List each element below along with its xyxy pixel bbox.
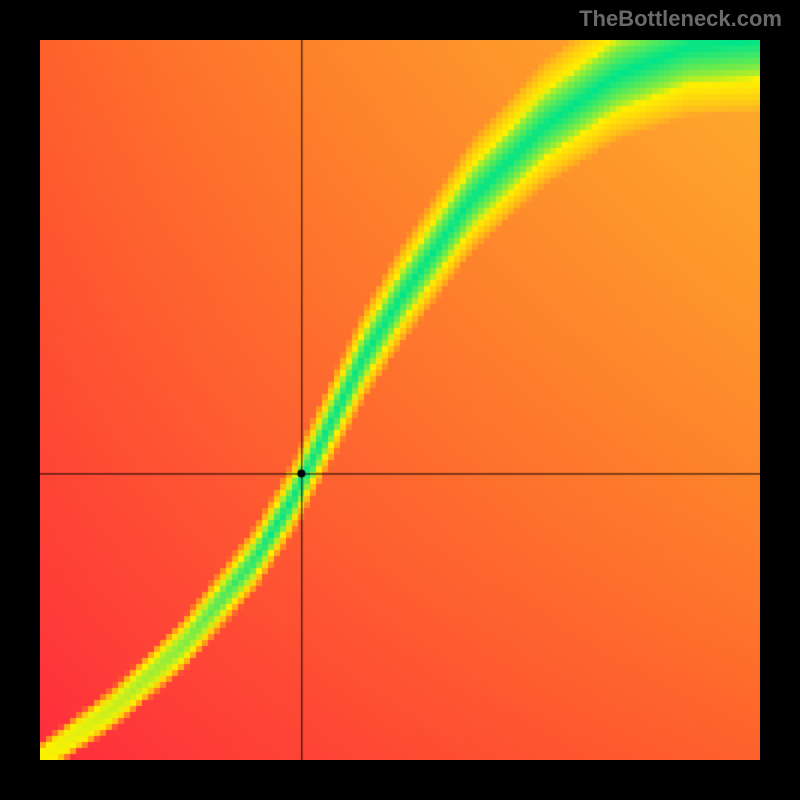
chart-container: TheBottleneck.com bbox=[0, 0, 800, 800]
watermark-text: TheBottleneck.com bbox=[579, 6, 782, 32]
plot-area bbox=[40, 40, 760, 760]
heatmap-canvas bbox=[40, 40, 760, 760]
